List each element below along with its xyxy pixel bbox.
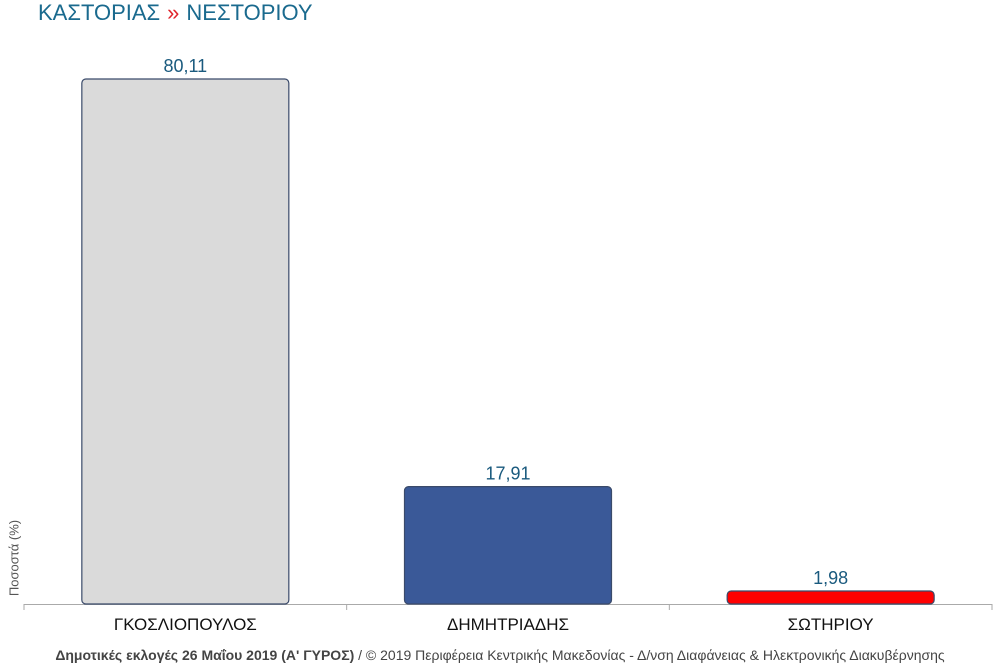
bar — [403, 486, 613, 605]
footer-copyright: / © 2019 Περιφέρεια Κεντρικής Μακεδονίας… — [354, 647, 945, 663]
category-label: ΔΗΜΗΤΡΙΑΔΗΣ — [447, 615, 569, 634]
data-label: 80,11 — [163, 56, 207, 76]
title-separator: » — [167, 0, 180, 25]
category-label: ΓΚΟΣΛΙΟΠΟΥΛΟΣ — [114, 615, 257, 634]
bar — [81, 78, 290, 605]
data-label: 1,98 — [813, 568, 848, 588]
chart-title: ΚΑΣΤΟΡΙΑΣ» ΝΕΣΤΟΡΙΟΥ — [38, 0, 313, 26]
data-label: 17,91 — [485, 464, 530, 484]
footer-credit: Δημοτικές εκλογές 26 Μαΐου 2019 (Α' ΓΥΡΟ… — [0, 647, 1000, 663]
footer-election: Δημοτικές εκλογές 26 Μαΐου 2019 (Α' ΓΥΡΟ… — [55, 647, 355, 663]
title-area: ΝΕΣΤΟΡΙΟΥ — [186, 0, 313, 25]
bar-chart: 80,11 ΓΚΟΣΛΙΟΠΟΥΛΟΣ 17,91 ΔΗΜΗΤΡΙΑΔΗΣ 1,98 ΣΩ… — [23, 56, 993, 634]
bar — [726, 590, 935, 605]
category-label: ΣΩΤΗΡΙΟΥ — [788, 615, 874, 634]
title-region: ΚΑΣΤΟΡΙΑΣ — [38, 0, 161, 25]
